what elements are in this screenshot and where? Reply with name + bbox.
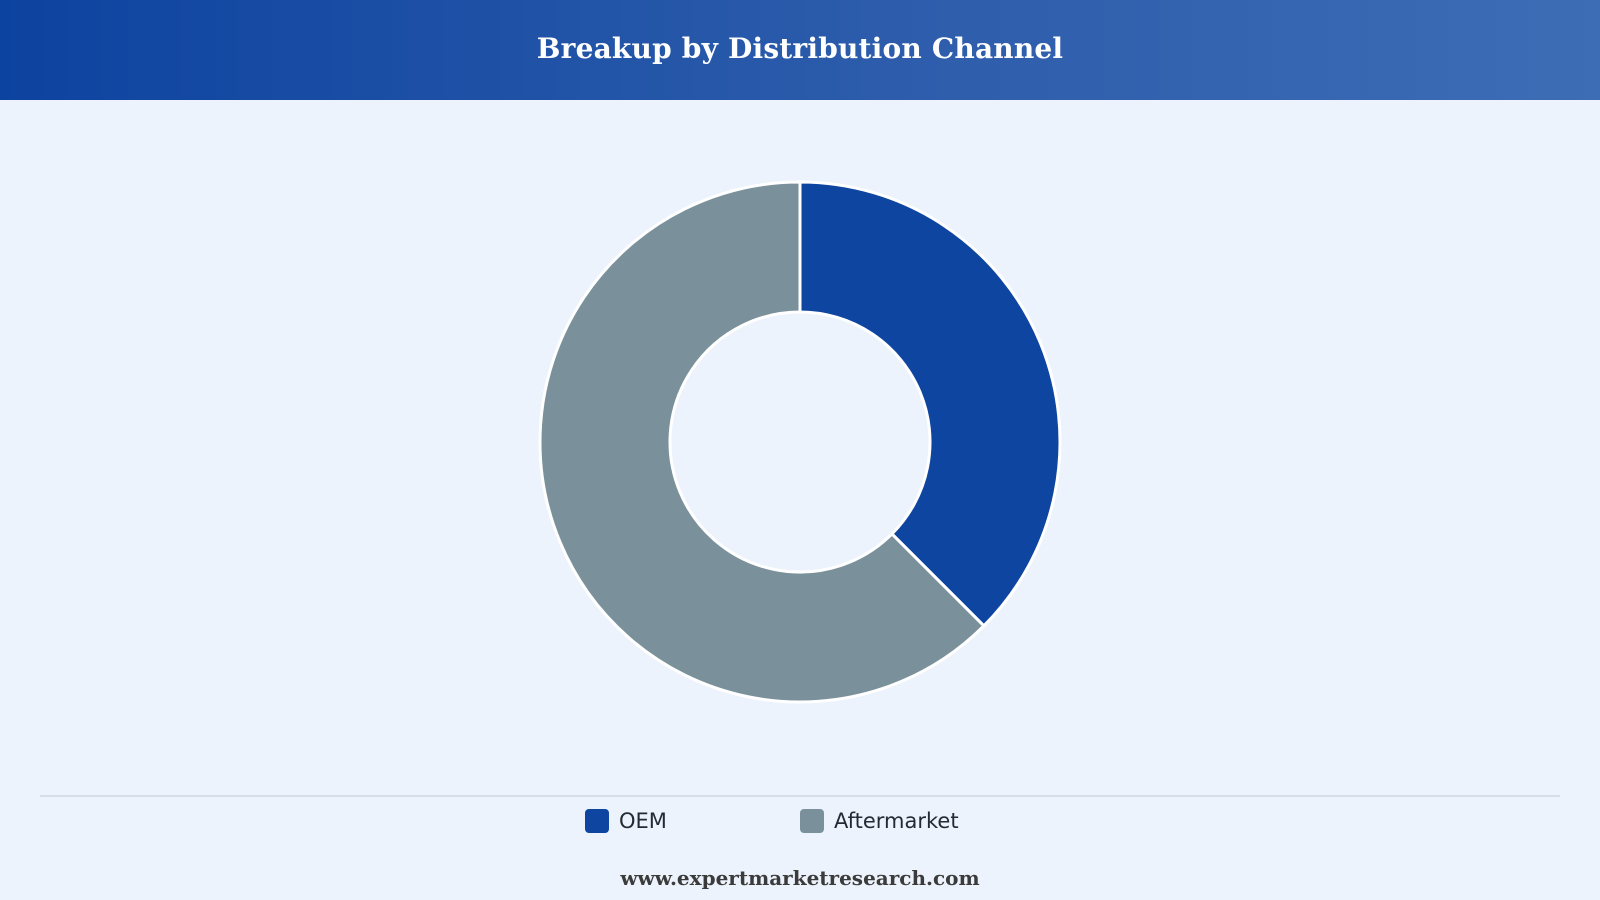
legend-divider: [40, 795, 1560, 797]
legend-item-oem[interactable]: OEM: [585, 806, 667, 836]
legend-swatch-aftermarket: [800, 809, 824, 833]
header-banner: Breakup by Distribution Channel: [0, 0, 1600, 100]
legend-item-aftermarket[interactable]: Aftermarket: [800, 806, 959, 836]
source-footer: www.expertmarketresearch.com: [620, 866, 980, 890]
legend-swatch-oem: [585, 809, 609, 833]
donut-chart: [538, 180, 1062, 704]
donut-slice-aftermarket[interactable]: [538, 180, 986, 704]
donut-slice-oem[interactable]: [798, 180, 1062, 628]
legend-label-oem: OEM: [619, 809, 667, 833]
legend-label-aftermarket: Aftermarket: [834, 809, 959, 833]
chart-area: [0, 100, 1600, 790]
legend: OEM Aftermarket: [0, 806, 1600, 836]
chart-title: Breakup by Distribution Channel: [536, 31, 1064, 65]
